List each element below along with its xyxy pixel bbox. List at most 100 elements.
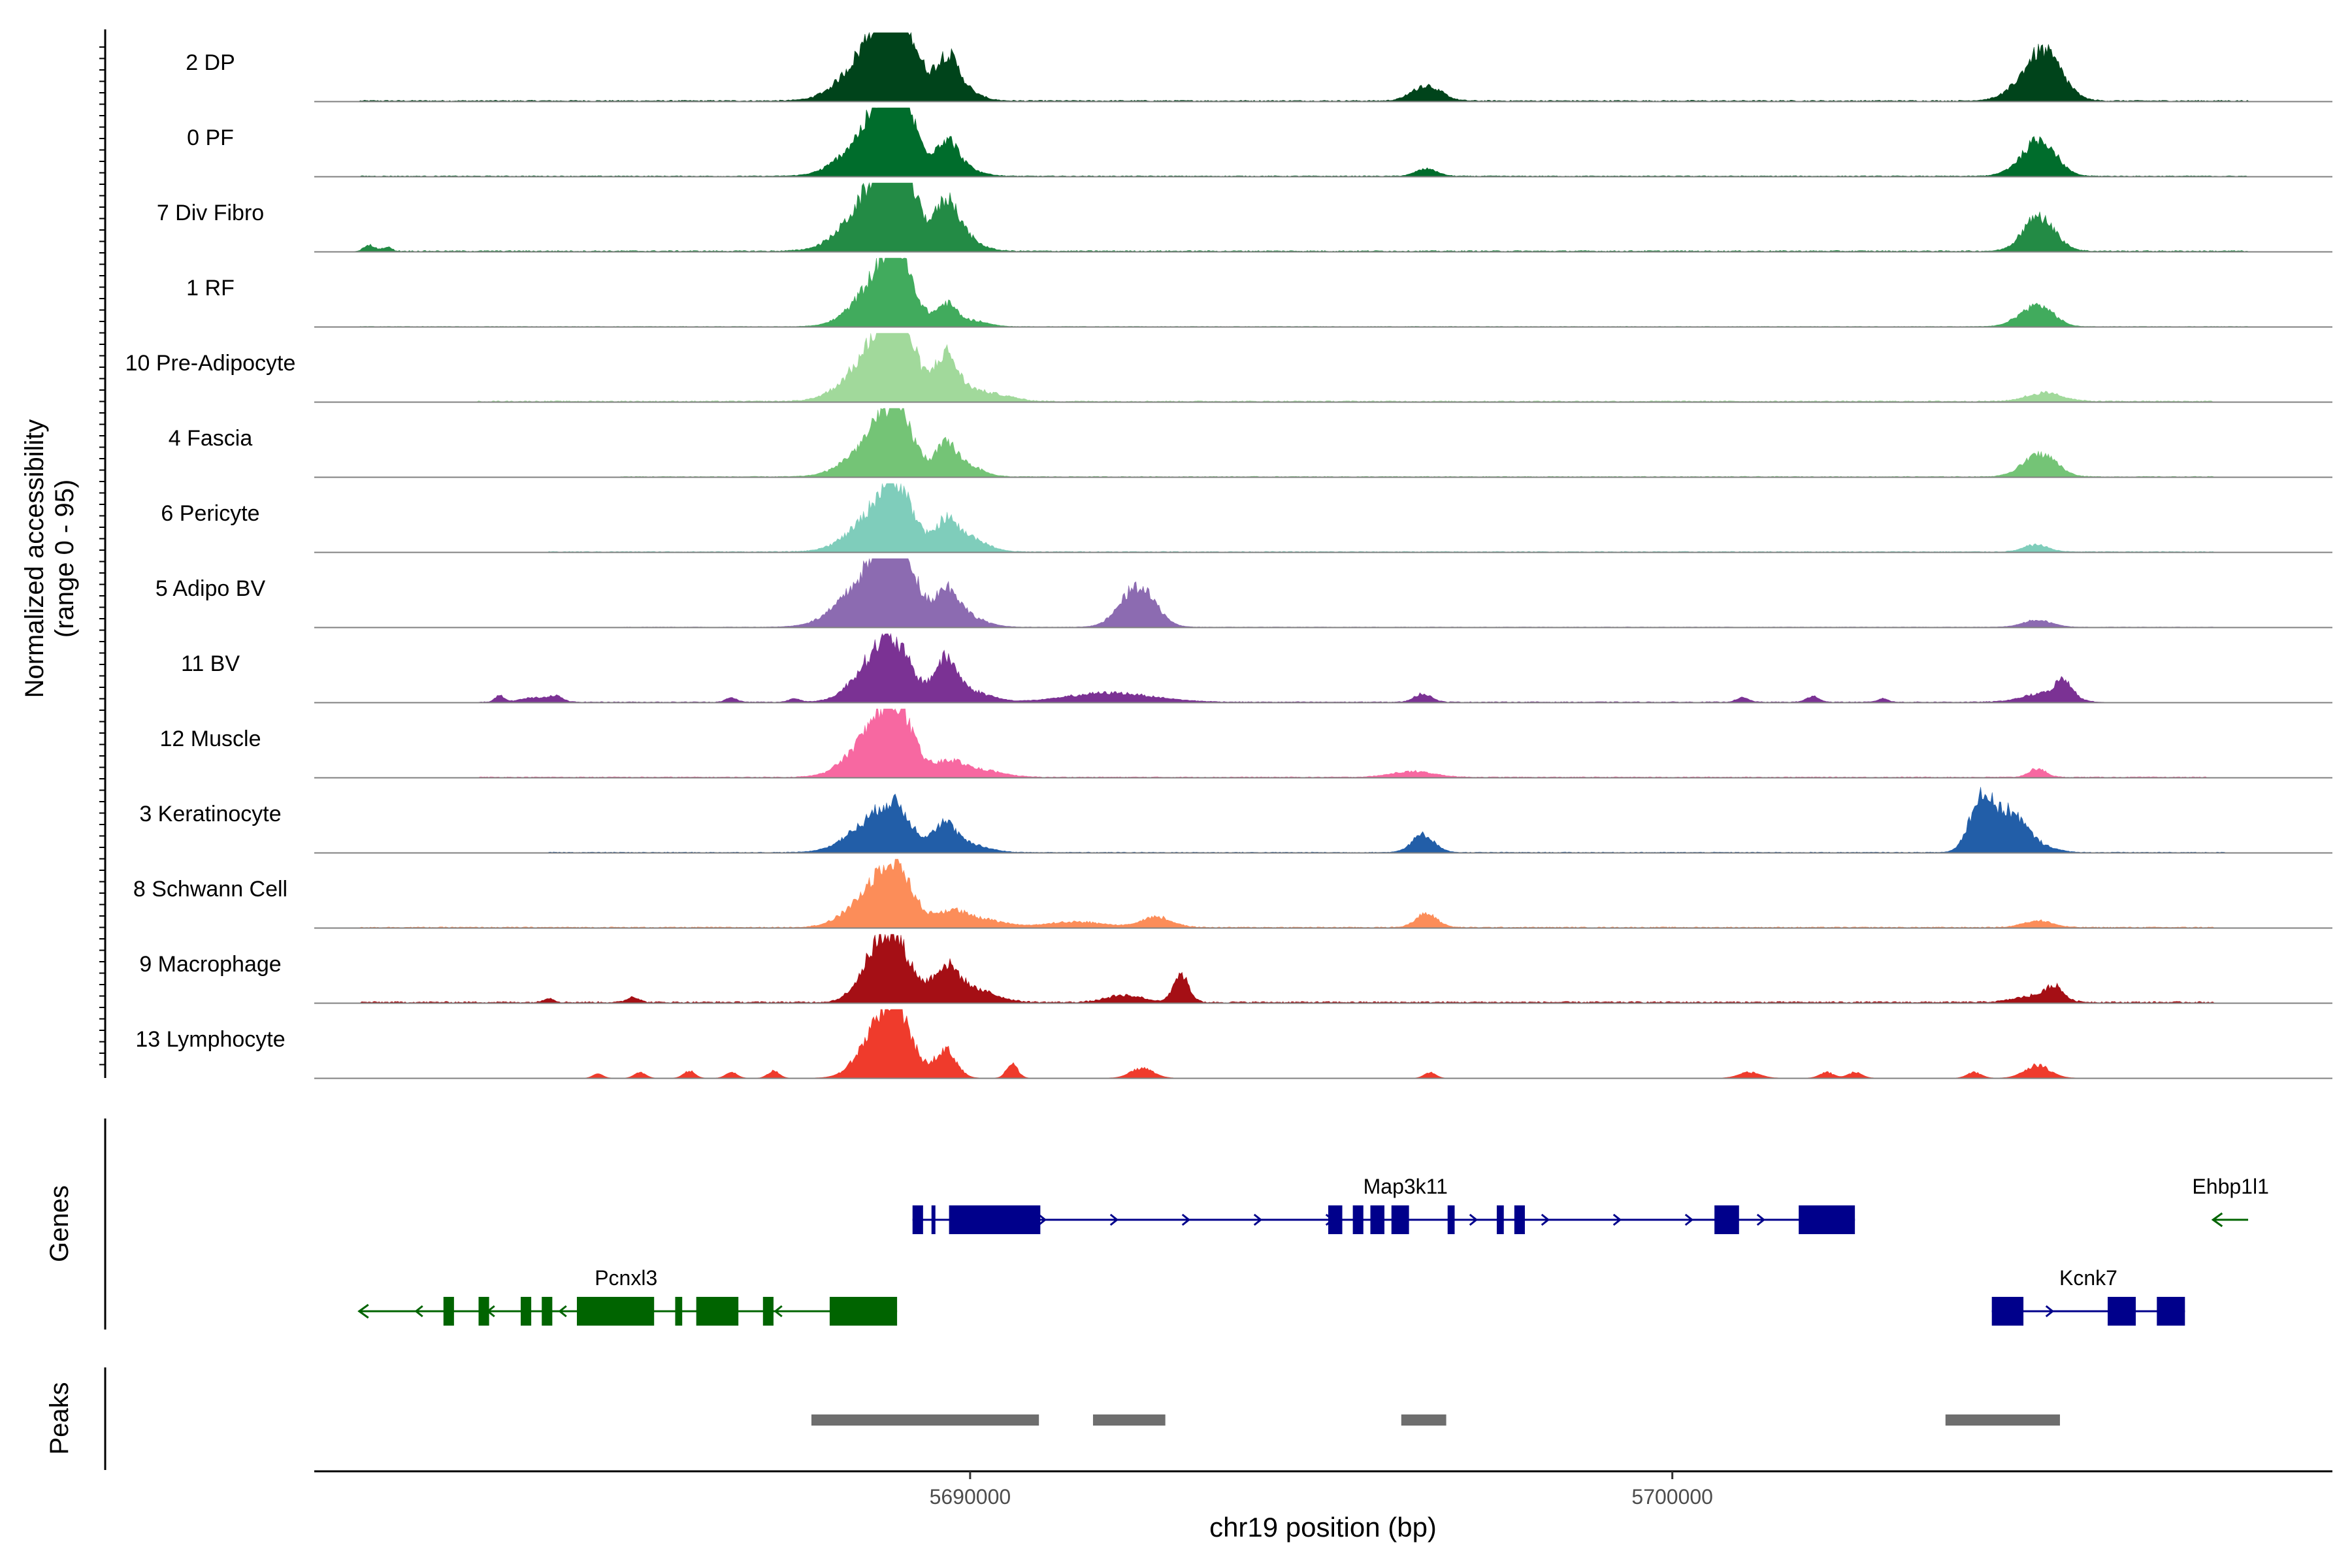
- gene-exon: [520, 1297, 532, 1326]
- track-area: [314, 934, 2332, 1004]
- strand-arrow: [1756, 1213, 1766, 1226]
- track-6: 6 Pericyte: [161, 483, 2332, 553]
- peak-region: [811, 1414, 1039, 1426]
- gene-exon: [949, 1205, 1041, 1234]
- gene-exon: [1514, 1205, 1525, 1234]
- strand-arrow: [1037, 1213, 1047, 1226]
- coverage-axis-ticks: [99, 46, 105, 1066]
- gene-label: Ehbp1l1: [2192, 1175, 2268, 1198]
- track-area: [314, 107, 2332, 177]
- strand-arrow: [1253, 1213, 1263, 1226]
- strand-arrow: [558, 1305, 567, 1318]
- gene-ehbp1l1: Ehbp1l1: [2192, 1175, 2269, 1228]
- x-tick-label: 5690000: [930, 1485, 1011, 1509]
- gene-exon: [1496, 1205, 1504, 1234]
- track-2: 7 Div Fibro: [157, 182, 2332, 253]
- track-13: 13 Lymphocyte: [135, 1009, 2332, 1079]
- x-tick-label: 5700000: [1631, 1485, 1713, 1509]
- track-area: [314, 31, 2332, 102]
- track-0: 2 DP: [186, 31, 2332, 103]
- y-axis-range-label: (range 0 - 95): [50, 480, 79, 638]
- track-label: 2 DP: [186, 50, 235, 75]
- strand-arrow: [1684, 1213, 1694, 1226]
- track-7: 5 Adipo BV: [155, 558, 2332, 629]
- track-1: 0 PF: [187, 107, 2332, 178]
- track-label: 9 Macrophage: [139, 952, 281, 977]
- track-9: 12 Muscle: [160, 708, 2332, 779]
- coverage-tracks: 2 DP 0 PF 7 Div Fibro 1 RF 10 Pre-Adipocyte 4…: [125, 31, 2332, 1079]
- track-label: 12 Muscle: [160, 727, 261, 751]
- strand-arrow: [1109, 1213, 1119, 1226]
- track-area: [314, 858, 2332, 928]
- strand-arrow: [2211, 1212, 2223, 1228]
- track-area: [314, 483, 2332, 553]
- gene-exon: [1714, 1205, 1739, 1234]
- peak-region: [1945, 1414, 2060, 1426]
- track-label: 1 RF: [186, 276, 235, 301]
- genes-panel-label: Genes: [45, 1185, 74, 1262]
- track-area: [314, 558, 2332, 628]
- gene-kcnk7: Kcnk7: [1991, 1266, 2185, 1326]
- gene-exon: [912, 1205, 923, 1234]
- track-5: 4 Fascia: [169, 408, 2332, 478]
- gene-map3k11: Map3k11: [912, 1175, 1855, 1234]
- gene-exon: [443, 1297, 454, 1326]
- gene-pcnxl3: Pcnxl3: [357, 1266, 898, 1326]
- track-11: 8 Schwann Cell: [133, 858, 2332, 929]
- strand-arrow: [1612, 1213, 1622, 1226]
- track-label: 11 BV: [181, 651, 240, 676]
- gene-exon: [1991, 1297, 2024, 1326]
- track-label: 6 Pericyte: [161, 501, 259, 526]
- gene-annotations: Map3k11 Pcnxl3 Kcnk7 Ehbp1l1: [357, 1175, 2269, 1326]
- track-area: [314, 708, 2332, 778]
- gene-exon: [576, 1297, 655, 1326]
- strand-arrow: [1181, 1213, 1191, 1226]
- gene-exon: [1370, 1205, 1385, 1234]
- gene-exon: [1391, 1205, 1409, 1234]
- gene-exon: [2108, 1297, 2136, 1326]
- peaks-panel-label: Peaks: [45, 1382, 74, 1454]
- track-label: 4 Fascia: [169, 426, 253, 451]
- gene-exon: [1352, 1205, 1364, 1234]
- track-label: 0 PF: [187, 125, 234, 150]
- y-axis-label: Normalized accessibility: [20, 419, 49, 698]
- gene-exon: [478, 1297, 489, 1326]
- strand-arrow: [774, 1305, 783, 1318]
- track-label: 7 Div Fibro: [157, 201, 264, 225]
- peak-region: [1401, 1414, 1446, 1426]
- x-axis-label: chr19 position (bp): [1209, 1512, 1437, 1543]
- gene-label: Kcnk7: [2059, 1266, 2117, 1290]
- gene-exon: [675, 1297, 683, 1326]
- x-axis-ticks: 5690000 5700000: [930, 1471, 1713, 1509]
- peak-region: [1092, 1414, 1166, 1426]
- gene-label: Map3k11: [1364, 1175, 1448, 1198]
- gene-exon: [829, 1297, 898, 1326]
- gene-exon: [931, 1205, 936, 1234]
- track-3: 1 RF: [186, 257, 2332, 328]
- gene-exon: [542, 1297, 553, 1326]
- strand-arrow: [1469, 1213, 1478, 1226]
- track-label: 13 Lymphocyte: [135, 1027, 285, 1052]
- track-12: 9 Macrophage: [139, 934, 2332, 1004]
- strand-arrow: [2045, 1305, 2055, 1318]
- track-area: [314, 333, 2332, 402]
- track-area: [314, 632, 2332, 703]
- gene-exon: [696, 1297, 739, 1326]
- track-area: [314, 1009, 2332, 1079]
- peak-regions: [811, 1414, 2060, 1426]
- gene-exon: [1447, 1205, 1455, 1234]
- strand-arrow: [357, 1303, 369, 1319]
- track-label: 8 Schwann Cell: [133, 877, 287, 902]
- gene-exon: [1799, 1205, 1855, 1234]
- strand-arrow: [414, 1305, 423, 1318]
- gene-exon: [762, 1297, 774, 1326]
- track-area: [314, 257, 2332, 327]
- track-area: [314, 408, 2332, 478]
- track-area: [314, 182, 2332, 252]
- track-label: 5 Adipo BV: [155, 576, 266, 601]
- strand-arrow: [1541, 1213, 1550, 1226]
- track-10: 3 Keratinocyte: [139, 787, 2332, 854]
- gene-exon: [2157, 1297, 2185, 1326]
- track-8: 11 BV: [181, 632, 2332, 704]
- gene-label: Pcnxl3: [595, 1266, 657, 1290]
